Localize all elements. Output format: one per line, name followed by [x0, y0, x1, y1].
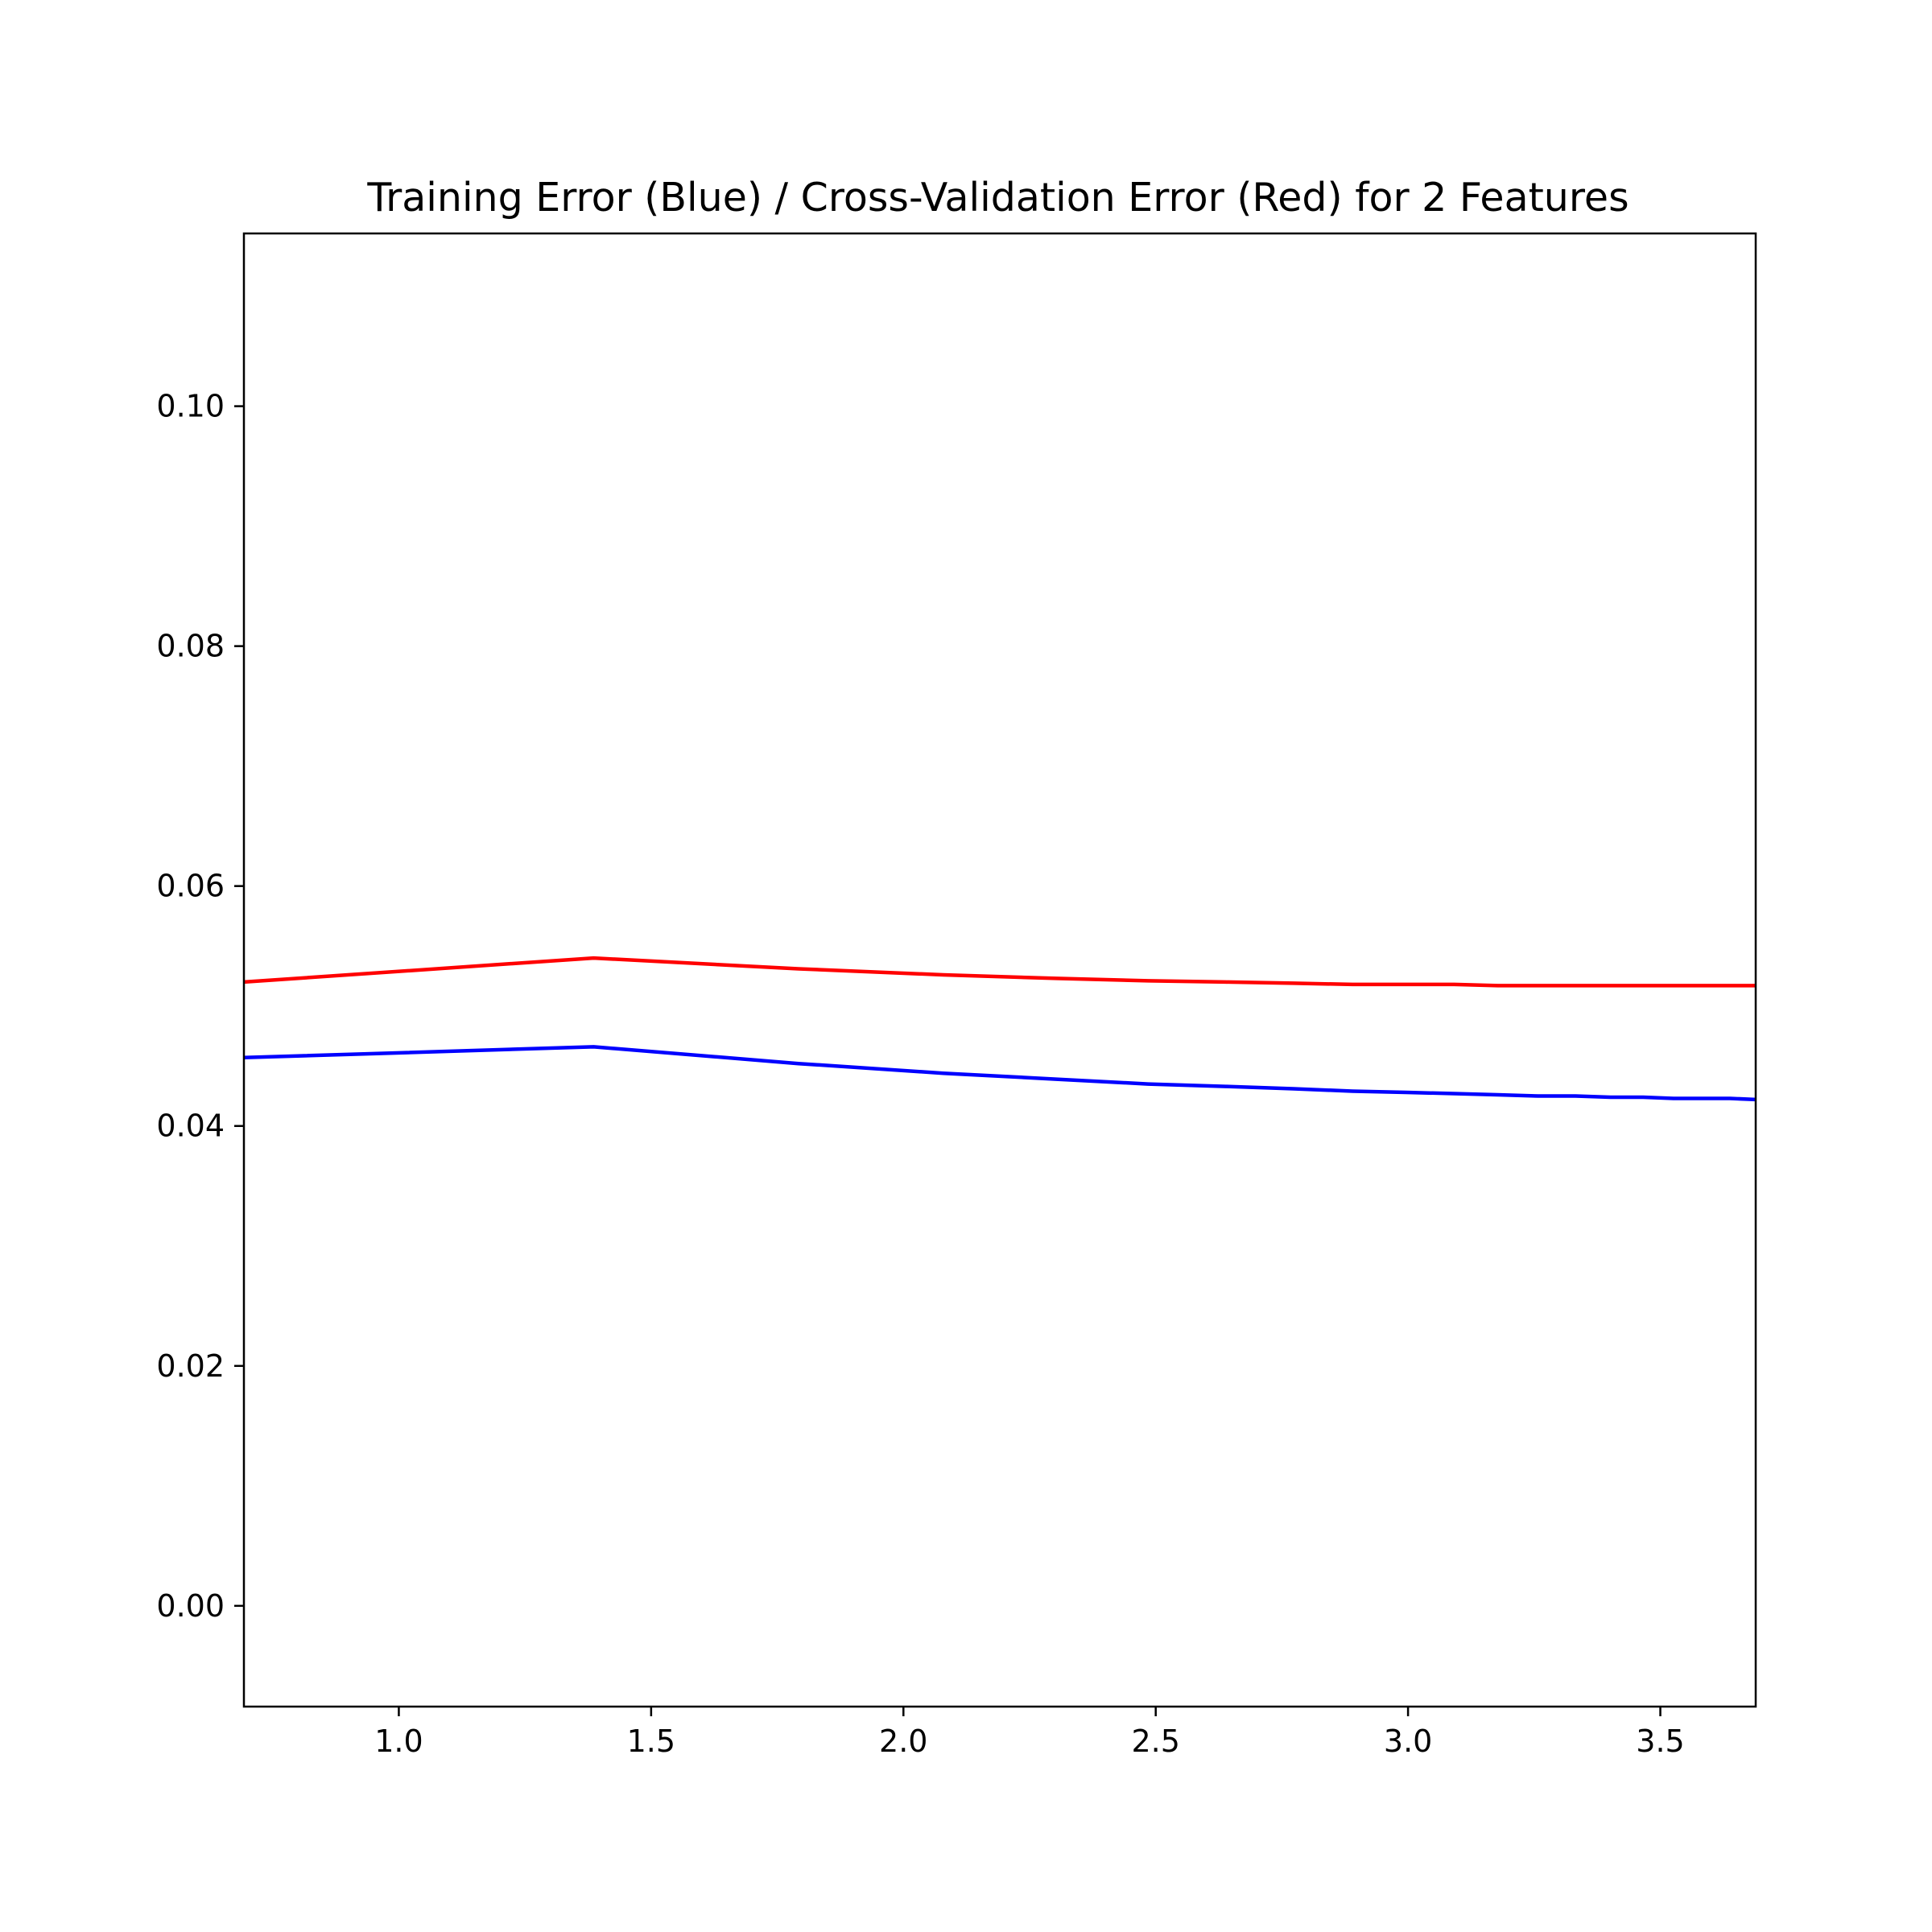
x-tick-label: 1.5: [627, 1724, 675, 1759]
x-tick-label: 3.0: [1384, 1724, 1432, 1759]
x-tick-label: 3.5: [1636, 1724, 1684, 1759]
series-line-0: [243, 956, 1756, 988]
y-axis: 0.00 0.02 0.04 0.06 0.08 0.10: [156, 389, 244, 1624]
chart-title: Training Error (Blue) / Cross-Validation…: [366, 175, 1629, 221]
x-tick-label: 2.0: [879, 1724, 927, 1759]
x-tick-label: 2.5: [1131, 1724, 1179, 1759]
x-axis: 1.0 1.5 2.0 2.5 3.0 3.5: [374, 1707, 1685, 1759]
y-tick-label: 0.08: [156, 629, 225, 664]
series-line-1: [243, 1045, 1757, 1102]
plot-area: [243, 956, 1757, 1102]
axes-frame: [242, 232, 1757, 1708]
y-tick-label: 0.06: [156, 869, 225, 904]
y-tick-label: 0.00: [156, 1588, 225, 1624]
y-tick-label: 0.02: [156, 1348, 225, 1384]
x-tick-label: 1.0: [374, 1724, 423, 1759]
y-tick-label: 0.04: [156, 1108, 225, 1144]
y-tick-label: 0.10: [156, 389, 225, 424]
